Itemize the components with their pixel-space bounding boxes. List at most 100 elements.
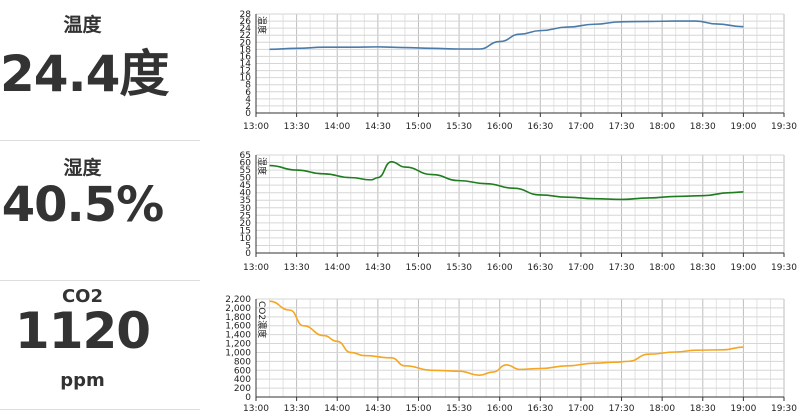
x-tick-label: 18:00 bbox=[649, 404, 675, 414]
x-tick-label: 19:00 bbox=[730, 122, 756, 132]
x-tick-label: 15:30 bbox=[446, 263, 472, 273]
x-tick-label: 13:30 bbox=[284, 122, 310, 132]
x-tick-label: 13:30 bbox=[284, 263, 310, 273]
y-tick-label: 4 bbox=[245, 95, 251, 105]
series-line bbox=[269, 20, 744, 51]
x-tick-label: 14:30 bbox=[365, 263, 391, 273]
x-tick-label: 13:00 bbox=[243, 263, 269, 273]
x-tick-label: 17:00 bbox=[568, 122, 594, 132]
y-tick-label: 20 bbox=[240, 38, 252, 48]
y-tick-label: 35 bbox=[240, 196, 251, 206]
divider bbox=[0, 140, 200, 141]
y-tick-label: 2,200 bbox=[225, 295, 251, 305]
y-tick-label: 14 bbox=[240, 60, 252, 70]
y-tick-label: 20 bbox=[240, 219, 252, 229]
x-tick-label: 18:00 bbox=[649, 122, 675, 132]
y-tick-label: 6 bbox=[245, 88, 251, 98]
co2-unit: ppm bbox=[60, 370, 105, 391]
y-tick-label: 0 bbox=[245, 109, 251, 119]
x-tick-label: 18:30 bbox=[690, 263, 716, 273]
x-tick-label: 13:00 bbox=[243, 122, 269, 132]
humidity-value: 40.5% bbox=[1, 177, 165, 233]
temperature-panel: 温度 24.4度 bbox=[0, 0, 200, 140]
series-line bbox=[269, 300, 744, 376]
y-tick-label: 0 bbox=[245, 249, 251, 259]
y-tick-label: 40 bbox=[240, 189, 252, 199]
x-tick-label: 16:00 bbox=[487, 404, 513, 414]
x-tick-label: 19:30 bbox=[771, 404, 797, 414]
x-tick-label: 18:30 bbox=[690, 122, 716, 132]
x-tick-label: 18:30 bbox=[690, 404, 716, 414]
co2-value: 1120 bbox=[14, 302, 151, 360]
x-tick-label: 19:30 bbox=[771, 263, 797, 273]
x-tick-label: 16:00 bbox=[487, 263, 513, 273]
y-tick-label: 0 bbox=[245, 393, 251, 403]
x-tick-label: 17:30 bbox=[609, 122, 635, 132]
x-tick-label: 15:00 bbox=[405, 263, 431, 273]
y-tick-label: 1,600 bbox=[225, 322, 251, 332]
y-tick-label: 1,000 bbox=[225, 348, 251, 358]
y-tick-label: 15 bbox=[240, 226, 251, 236]
temperature-value: 24.4度 bbox=[0, 45, 169, 103]
x-tick-label: 15:30 bbox=[446, 404, 472, 414]
y-axis-label: CO2濃度 bbox=[256, 301, 268, 338]
y-axis-label: 湿度 bbox=[256, 157, 268, 175]
x-tick-label: 17:00 bbox=[568, 404, 594, 414]
y-tick-label: 800 bbox=[234, 357, 251, 367]
y-tick-label: 60 bbox=[240, 159, 252, 169]
y-tick-label: 1,800 bbox=[225, 313, 251, 323]
x-tick-label: 19:30 bbox=[771, 122, 797, 132]
y-tick-label: 8 bbox=[245, 81, 251, 91]
x-tick-label: 16:00 bbox=[487, 122, 513, 132]
y-tick-label: 400 bbox=[234, 375, 251, 385]
co2-chart: 02004006008001,0001,2001,4001,6001,8002,… bbox=[225, 295, 797, 414]
x-tick-label: 16:30 bbox=[527, 404, 553, 414]
y-tick-label: 22 bbox=[240, 31, 251, 41]
y-tick-label: 1,200 bbox=[225, 340, 251, 350]
x-tick-label: 13:00 bbox=[243, 404, 269, 414]
y-tick-label: 200 bbox=[234, 384, 251, 394]
co2-label: CO2 bbox=[61, 286, 104, 307]
x-tick-label: 17:30 bbox=[609, 263, 635, 273]
y-tick-label: 10 bbox=[240, 74, 252, 84]
x-tick-label: 14:00 bbox=[324, 404, 350, 414]
x-tick-label: 16:30 bbox=[527, 263, 553, 273]
y-tick-label: 5 bbox=[245, 241, 251, 251]
divider bbox=[0, 409, 200, 410]
y-tick-label: 28 bbox=[240, 10, 252, 20]
y-tick-label: 55 bbox=[240, 166, 251, 176]
x-tick-label: 14:30 bbox=[365, 404, 391, 414]
x-tick-label: 19:00 bbox=[730, 404, 756, 414]
divider bbox=[0, 280, 200, 281]
x-tick-label: 15:30 bbox=[446, 122, 472, 132]
y-tick-label: 18 bbox=[240, 45, 252, 55]
humidity-label: 湿度 bbox=[63, 157, 102, 179]
y-tick-label: 25 bbox=[240, 211, 251, 221]
x-tick-label: 14:30 bbox=[365, 122, 391, 132]
y-tick-label: 24 bbox=[240, 24, 252, 34]
y-tick-label: 65 bbox=[240, 151, 251, 161]
x-tick-label: 16:30 bbox=[527, 122, 553, 132]
y-tick-label: 600 bbox=[234, 366, 251, 376]
y-tick-label: 2,000 bbox=[225, 304, 251, 314]
y-axis-label: 温度 bbox=[256, 16, 268, 34]
y-tick-label: 1,400 bbox=[225, 331, 251, 341]
temperature-label: 温度 bbox=[63, 14, 102, 36]
x-tick-label: 14:00 bbox=[324, 122, 350, 132]
x-tick-label: 15:00 bbox=[405, 122, 431, 132]
humidity-panel: 湿度 40.5% bbox=[0, 140, 200, 280]
x-tick-label: 17:00 bbox=[568, 263, 594, 273]
co2-panel: CO2 1120 ppm bbox=[0, 280, 200, 416]
y-tick-label: 16 bbox=[240, 52, 252, 62]
x-tick-label: 17:30 bbox=[609, 404, 635, 414]
x-tick-label: 15:00 bbox=[405, 404, 431, 414]
x-tick-label: 14:00 bbox=[324, 263, 350, 273]
y-tick-label: 30 bbox=[240, 204, 252, 214]
series-line bbox=[269, 160, 744, 201]
y-tick-label: 2 bbox=[245, 102, 251, 112]
x-tick-label: 18:00 bbox=[649, 263, 675, 273]
x-tick-label: 19:00 bbox=[730, 263, 756, 273]
x-tick-label: 13:30 bbox=[284, 404, 310, 414]
